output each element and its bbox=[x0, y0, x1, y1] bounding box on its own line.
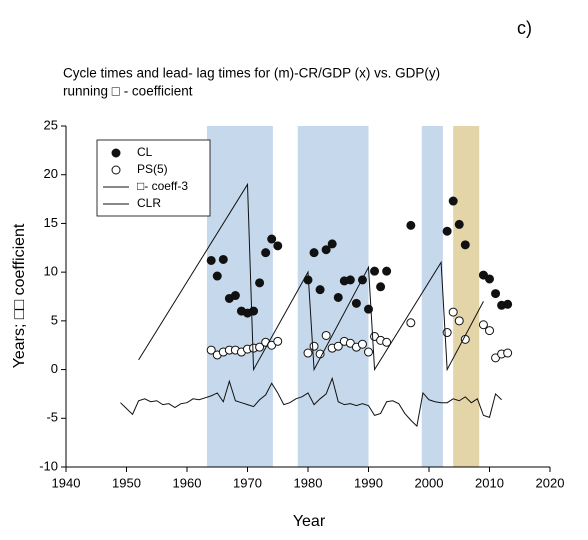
data-point bbox=[351, 298, 361, 308]
data-point bbox=[255, 342, 265, 352]
data-point bbox=[303, 348, 313, 358]
data-point bbox=[503, 348, 513, 358]
data-point bbox=[454, 219, 464, 229]
data-point bbox=[370, 266, 380, 276]
data-point bbox=[485, 274, 494, 284]
x-tick-label: 1990 bbox=[354, 475, 383, 490]
data-point bbox=[255, 278, 265, 288]
shaded-band bbox=[421, 126, 443, 467]
data-point bbox=[406, 220, 416, 230]
data-point bbox=[333, 341, 343, 351]
y-axis-label: Years; □□ coefficient bbox=[11, 223, 28, 368]
data-point bbox=[460, 334, 470, 344]
data-point bbox=[273, 241, 283, 251]
data-point bbox=[478, 320, 488, 330]
data-point bbox=[364, 347, 373, 357]
data-point bbox=[327, 239, 337, 249]
y-tick-label: 15 bbox=[44, 215, 58, 230]
legend-label: PS(5) bbox=[137, 162, 168, 176]
data-point bbox=[448, 307, 458, 317]
x-axis-label: Year bbox=[293, 513, 326, 530]
x-tick-label: 1980 bbox=[294, 475, 323, 490]
data-point bbox=[321, 330, 331, 340]
legend-symbol bbox=[111, 148, 121, 158]
data-point bbox=[357, 339, 367, 349]
data-point bbox=[376, 282, 386, 292]
legend-label: CLR bbox=[137, 196, 161, 210]
data-point bbox=[357, 275, 367, 285]
data-point bbox=[315, 285, 325, 295]
series-line bbox=[138, 182, 484, 372]
panel-label: c) bbox=[517, 18, 532, 38]
data-point bbox=[309, 248, 319, 258]
data-point bbox=[442, 226, 452, 236]
legend-label: CL bbox=[137, 145, 153, 159]
data-point bbox=[406, 318, 416, 328]
shaded-band bbox=[206, 126, 273, 467]
data-point bbox=[382, 337, 392, 347]
y-tick-label: 25 bbox=[44, 117, 58, 132]
shaded-band bbox=[453, 126, 480, 467]
data-point bbox=[261, 248, 271, 258]
data-point bbox=[230, 291, 240, 301]
y-tick-label: -5 bbox=[46, 410, 58, 425]
x-tick-label: 1950 bbox=[112, 475, 141, 490]
data-point bbox=[503, 299, 513, 309]
data-point bbox=[491, 289, 501, 299]
x-tick-label: 2020 bbox=[536, 475, 565, 490]
y-tick-label: 0 bbox=[51, 361, 58, 376]
data-point bbox=[212, 271, 222, 281]
chart-title: Cycle times and lead- lag times for (m)-… bbox=[63, 66, 440, 81]
chart-subtitle: running □ - coefficient bbox=[63, 84, 193, 99]
x-tick-label: 1970 bbox=[233, 475, 262, 490]
y-tick-label: -10 bbox=[39, 458, 58, 473]
data-point bbox=[333, 292, 343, 302]
legend-label: □- coeff-3 bbox=[137, 179, 188, 193]
data-point bbox=[206, 345, 216, 355]
data-point bbox=[460, 240, 470, 250]
series-line bbox=[120, 376, 502, 428]
data-point bbox=[442, 328, 452, 338]
data-point bbox=[273, 336, 283, 346]
data-point bbox=[454, 316, 464, 326]
data-point bbox=[382, 266, 392, 276]
y-tick-label: 5 bbox=[51, 312, 58, 327]
x-tick-label: 1940 bbox=[52, 475, 81, 490]
y-tick-label: 20 bbox=[44, 166, 58, 181]
data-point bbox=[309, 341, 319, 351]
shaded-band bbox=[297, 126, 369, 467]
y-tick-label: 10 bbox=[44, 264, 58, 279]
x-tick-label: 2000 bbox=[415, 475, 444, 490]
data-point bbox=[206, 255, 216, 265]
data-point bbox=[485, 326, 494, 336]
legend-symbol bbox=[111, 165, 121, 175]
data-point bbox=[345, 275, 355, 285]
data-point bbox=[218, 254, 228, 264]
data-point bbox=[267, 234, 277, 244]
x-tick-label: 2010 bbox=[475, 475, 504, 490]
data-point bbox=[321, 245, 331, 255]
x-tick-label: 1960 bbox=[173, 475, 202, 490]
bands bbox=[206, 126, 480, 467]
data-point bbox=[249, 306, 259, 316]
data-point bbox=[448, 196, 458, 206]
